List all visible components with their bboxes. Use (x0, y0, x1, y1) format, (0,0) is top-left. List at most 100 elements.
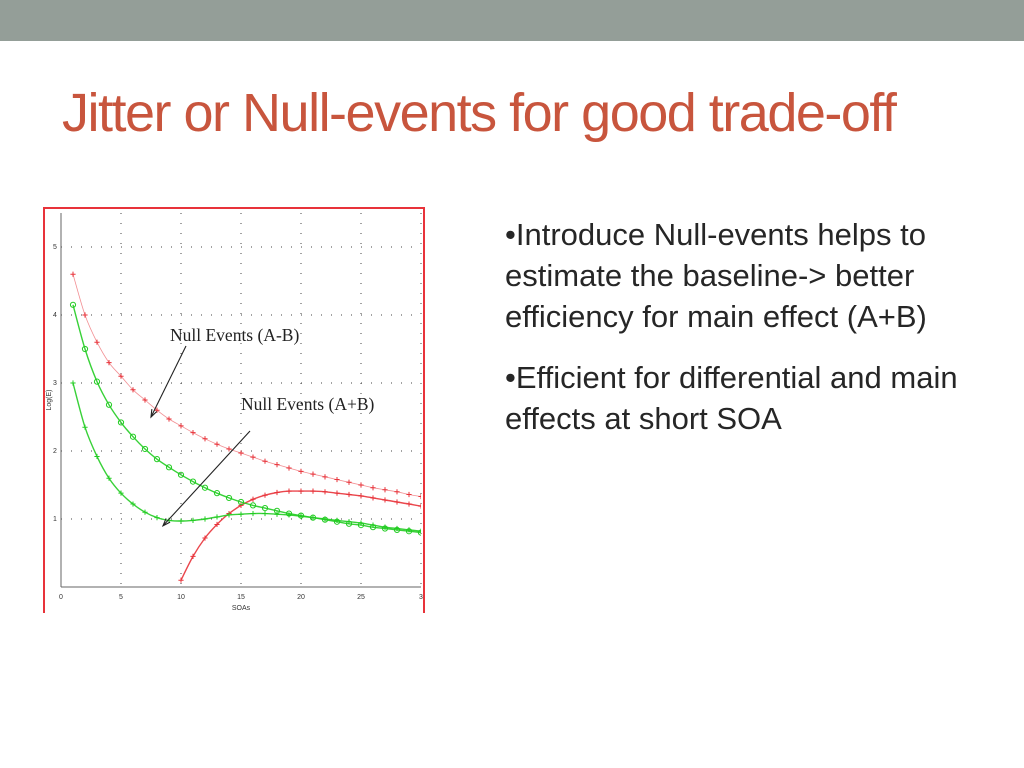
data-point-series-3 (370, 522, 376, 528)
bullet-list: •Introduce Null-events helps to estimate… (505, 214, 1015, 459)
data-point-series-1 (310, 488, 316, 494)
data-point-series-0 (298, 468, 304, 474)
annotation-arrow-line (150, 345, 187, 418)
data-point-series-0 (418, 493, 421, 500)
data-point-series-0 (178, 423, 184, 429)
data-point-series-0 (322, 474, 328, 480)
annotation-arrow-line (162, 430, 251, 527)
data-point-series-3 (310, 515, 316, 521)
data-point-series-0 (358, 482, 364, 488)
data-point-series-3 (382, 524, 388, 530)
y-tick-label: 4 (53, 312, 57, 319)
data-point-series-3 (226, 512, 232, 518)
data-point-series-1 (178, 577, 184, 583)
data-point-series-3 (418, 528, 421, 534)
data-point-series-2 (117, 419, 125, 426)
data-point-series-0 (334, 476, 340, 483)
x-tick-label: 0 (59, 594, 63, 601)
data-point-series-1 (334, 490, 340, 496)
data-point-series-0 (382, 487, 388, 493)
data-point-series-0 (262, 458, 268, 464)
data-point-series-0 (214, 441, 220, 447)
data-point-series-2 (93, 378, 101, 385)
data-point-series-3 (406, 527, 412, 533)
data-point-series-3 (130, 501, 136, 507)
data-point-series-3 (106, 475, 112, 481)
data-point-series-2 (249, 502, 257, 509)
data-point-series-1 (274, 489, 280, 496)
data-point-series-1 (202, 535, 208, 541)
data-point-series-2 (237, 498, 245, 506)
data-point-series-3 (274, 511, 280, 517)
data-point-series-3 (70, 380, 76, 386)
data-point-series-2 (81, 345, 89, 353)
series-line-0 (72, 274, 421, 497)
data-point-series-2 (105, 401, 113, 408)
data-point-series-3 (346, 519, 352, 525)
data-point-series-1 (322, 489, 328, 495)
data-point-series-1 (262, 492, 268, 498)
data-point-series-3 (178, 518, 184, 524)
data-point-series-3 (262, 510, 268, 517)
data-point-series-3 (322, 516, 328, 522)
top-accent-bar (0, 0, 1024, 41)
data-point-series-2 (129, 433, 137, 440)
data-point-series-0 (226, 446, 232, 452)
data-point-series-1 (238, 502, 244, 508)
data-point-series-2 (69, 301, 77, 308)
plot-area (69, 271, 421, 583)
data-point-series-2 (189, 478, 197, 485)
data-point-series-2 (213, 490, 221, 497)
data-point-series-3 (142, 509, 148, 515)
data-point-series-2 (153, 456, 161, 463)
data-point-series-0 (238, 450, 244, 456)
data-point-series-0 (310, 471, 316, 477)
data-point-series-1 (298, 488, 304, 494)
data-point-series-3 (394, 525, 400, 532)
data-point-series-3 (214, 514, 220, 520)
data-point-series-3 (334, 517, 340, 523)
data-point-series-3 (154, 515, 160, 521)
bullet-efficient: •Efficient for differential and main eff… (505, 360, 958, 436)
data-point-series-1 (358, 493, 364, 499)
data-point-series-3 (202, 516, 208, 522)
data-point-series-0 (202, 436, 208, 442)
data-point-series-2 (225, 494, 233, 502)
data-point-series-1 (382, 497, 388, 503)
data-point-series-2 (177, 471, 185, 478)
x-axis-label: SOAs (232, 605, 251, 612)
data-point-series-3 (94, 453, 100, 460)
data-point-series-0 (166, 416, 172, 422)
data-point-series-0 (70, 271, 76, 277)
x-tick-label: 25 (357, 594, 365, 601)
data-point-series-3 (190, 517, 196, 523)
x-tick-label: 3 (419, 594, 423, 601)
data-point-series-3 (286, 512, 292, 518)
data-point-series-2 (165, 464, 173, 471)
data-point-series-1 (346, 491, 352, 498)
data-point-series-1 (286, 488, 292, 494)
data-point-series-1 (418, 503, 421, 509)
data-point-series-0 (406, 491, 412, 498)
y-tick-label: 1 (53, 516, 57, 523)
efficiency-chart: 0 5 10 15 20 25 3 1 2 3 4 5 SOAs Log(E) Null Events (A… (43, 207, 425, 613)
data-point-series-3 (238, 511, 244, 517)
data-point-series-3 (358, 520, 364, 526)
data-point-series-0 (106, 360, 112, 366)
data-point-series-0 (118, 373, 124, 379)
data-point-series-1 (190, 553, 196, 559)
data-point-series-1 (406, 501, 412, 507)
annotation-label: Null Events (A-B) (170, 325, 299, 345)
y-tick-label: 2 (53, 448, 57, 455)
data-point-series-0 (370, 485, 376, 491)
data-point-series-3 (118, 490, 124, 496)
annotation-arrow-head (161, 518, 171, 527)
data-point-series-2 (261, 505, 269, 512)
series-line-1 (180, 490, 421, 581)
x-tick-label: 5 (119, 594, 123, 601)
data-point-series-1 (370, 495, 376, 501)
data-point-series-0 (142, 397, 148, 403)
chart-svg: 0 5 10 15 20 25 3 1 2 3 4 5 SOAs Log(E) Null Events (A… (46, 213, 423, 612)
data-point-series-0 (190, 430, 196, 436)
data-point-series-0 (274, 462, 280, 468)
